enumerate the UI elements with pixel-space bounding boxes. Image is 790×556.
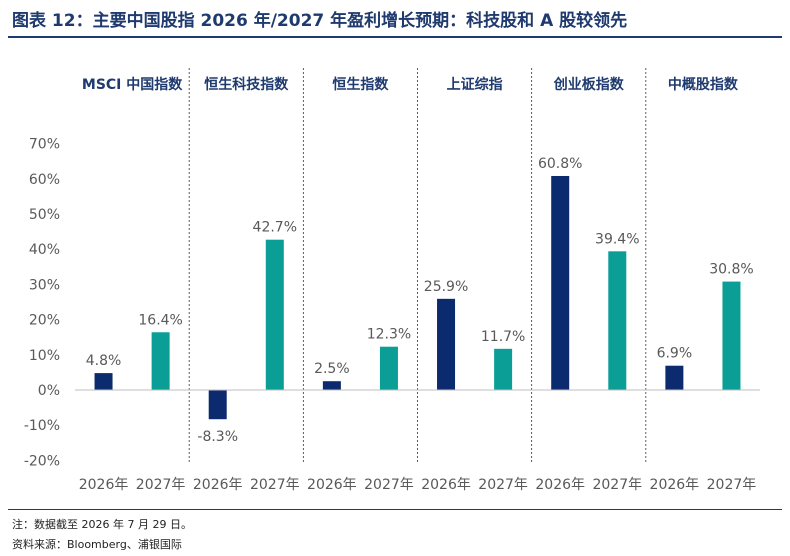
data-label: 6.9% <box>657 346 693 362</box>
data-label: 12.3% <box>367 327 411 343</box>
data-label: 60.8% <box>538 156 582 172</box>
data-label: 11.7% <box>481 329 525 345</box>
bar <box>379 346 398 390</box>
group-headers: MSCI 中国指数 恒生科技指数 恒生指数 上证综指 创业板指数 中概股指数 <box>82 76 739 93</box>
y-tick-label: 0% <box>38 383 60 399</box>
bar <box>208 390 227 420</box>
x-tick-label: 2027年 <box>364 477 414 493</box>
data-label: 4.8% <box>86 353 122 369</box>
footer-divider <box>8 509 782 510</box>
bar <box>608 251 627 390</box>
bar <box>151 332 170 390</box>
y-tick-label: 50% <box>29 207 60 223</box>
group-header: 上证综指 <box>447 76 503 93</box>
title-divider <box>8 36 782 38</box>
group-header: 中概股指数 <box>668 76 739 93</box>
chart-title: 图表 12：主要中国股指 2026 年/2027 年盈利增长预期：科技股和 A … <box>12 11 628 31</box>
data-label: 25.9% <box>424 279 468 295</box>
x-tick-label: 2026年 <box>421 477 471 493</box>
bars: 4.8% -8.3% 2.5% 25.9% 60.8% 6.9% 16.4% 42.7% 12.… <box>86 156 754 445</box>
y-tick-label: 60% <box>29 172 60 188</box>
source-note: 资料来源：Bloomberg、浦银国际 <box>12 538 182 551</box>
group-header: 恒生指数 <box>332 76 389 93</box>
x-tick-label: 2026年 <box>535 477 585 493</box>
data-label: 42.7% <box>253 220 297 236</box>
group-header: 创业板指数 <box>553 76 625 93</box>
bar <box>322 381 341 390</box>
x-tick-label: 2027年 <box>592 477 642 493</box>
y-tick-label: 30% <box>29 277 60 293</box>
bar <box>437 298 456 390</box>
x-tick-label: 2027年 <box>707 477 757 493</box>
group-header: MSCI 中国指数 <box>82 76 183 93</box>
y-tick-label: 20% <box>29 313 60 329</box>
x-tick-label: 2027年 <box>250 477 300 493</box>
x-tick-label: 2027年 <box>478 477 528 493</box>
x-axis: 2026年 2027年 2026年 2027年 2026年 2027年 2026年 2027年… <box>75 389 760 493</box>
x-tick-label: 2026年 <box>79 477 129 493</box>
y-tick-label: 70% <box>29 137 60 153</box>
group-header: 恒生科技指数 <box>204 76 289 93</box>
group-separators <box>188 68 647 462</box>
x-tick-label: 2026年 <box>307 477 357 493</box>
x-tick-label: 2026年 <box>193 477 243 493</box>
bar <box>265 239 284 390</box>
bar <box>722 281 741 390</box>
bar-chart: MSCI 中国指数 恒生科技指数 恒生指数 上证综指 创业板指数 中概股指数 70% 60%… <box>24 68 760 493</box>
bar <box>94 373 113 390</box>
data-note: 注：数据截至 2026 年 7 月 29 日。 <box>12 518 192 531</box>
bar <box>494 348 513 390</box>
y-tick-label: -10% <box>24 418 60 434</box>
y-tick-label: 40% <box>29 242 60 258</box>
bar <box>665 365 684 390</box>
data-label: -8.3% <box>197 429 238 445</box>
y-tick-label: 10% <box>29 348 60 364</box>
y-axis: 70% 60% 50% 40% 30% 20% 10% 0% -10% -20% <box>24 137 60 470</box>
data-label: 16.4% <box>138 312 182 328</box>
data-label: 2.5% <box>314 361 350 377</box>
x-tick-label: 2027年 <box>136 477 186 493</box>
x-tick-label: 2026年 <box>650 477 700 493</box>
bar <box>551 175 570 390</box>
data-label: 30.8% <box>709 262 753 278</box>
data-label: 39.4% <box>595 231 639 247</box>
y-tick-label: -20% <box>24 453 60 469</box>
